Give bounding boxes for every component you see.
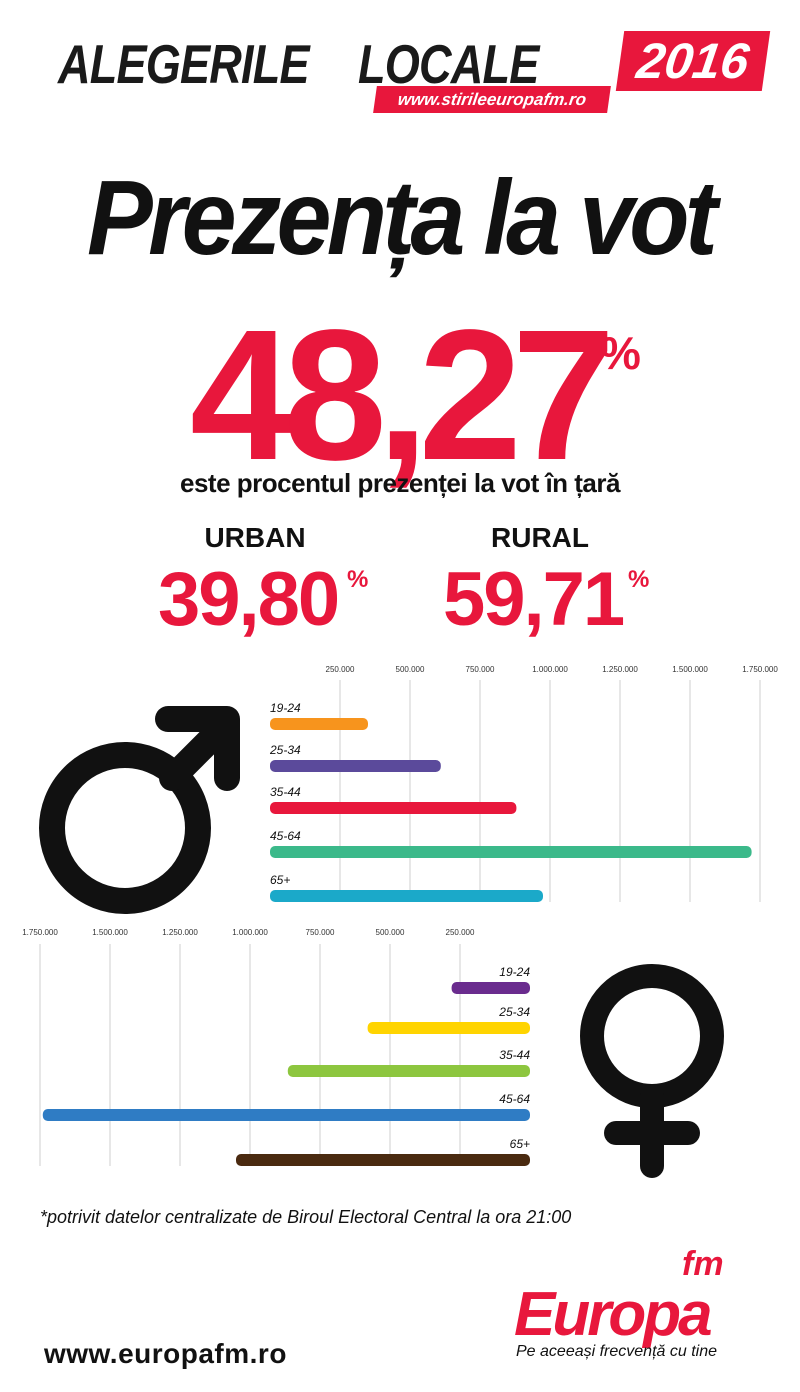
- brand-tagline: Pe aceeași frecvență cu tine: [516, 1343, 718, 1360]
- tick-label: 1.750.000: [742, 665, 778, 674]
- male-symbol-icon: [39, 706, 240, 914]
- rural-unit: %: [628, 566, 650, 593]
- category-label: 25-34: [498, 1005, 530, 1019]
- bar-female-65+: [236, 1154, 530, 1166]
- tick-label: 1.250.000: [162, 928, 198, 937]
- header-banner: ALEGERILE LOCALE 2016 www.stirileeuropaf…: [58, 28, 771, 118]
- tick-label: 750.000: [466, 665, 495, 674]
- brand-logo-fm: fm: [682, 1245, 724, 1283]
- header-title-word1: ALEGERILE: [58, 33, 310, 95]
- male-chart: 250.000 500.000 750.000 1.000.000 1.250.000 1…: [269, 665, 778, 902]
- urban-value: 39,80: [158, 557, 340, 642]
- bar-male-25-34: [270, 760, 441, 772]
- bar-male-65+: [270, 890, 543, 902]
- bar-female-19-24: [451, 982, 530, 994]
- bar-male-45-64: [270, 846, 752, 858]
- tick-label: 1.500.000: [672, 665, 708, 674]
- header-title-word2: LOCALE: [358, 33, 539, 95]
- female-symbol-icon: [580, 964, 724, 1178]
- footnote: *potrivit datelor centralizate de Biroul…: [40, 1207, 572, 1227]
- tick-label: 500.000: [396, 665, 425, 674]
- female-chart: 250.000 500.000 750.000 1.000.000 1.250.000 1…: [22, 928, 530, 1166]
- overall-turnout-unit: %: [600, 327, 641, 379]
- tick-label: 250.000: [326, 665, 355, 674]
- category-label: 45-64: [270, 829, 301, 843]
- tick-label: 1.000.000: [232, 928, 268, 937]
- overall-turnout-caption: este procentul prezenței la vot în țară: [180, 468, 620, 498]
- urban-label: URBAN: [204, 522, 306, 553]
- category-label: 35-44: [270, 785, 301, 799]
- bar-female-25-34: [367, 1022, 530, 1034]
- tick-label: 250.000: [446, 928, 475, 937]
- category-label: 35-44: [499, 1048, 530, 1062]
- category-label: 45-64: [499, 1092, 530, 1106]
- brand-logo: Europa: [514, 1280, 713, 1349]
- tick-label: 500.000: [376, 928, 405, 937]
- tick-label: 750.000: [306, 928, 335, 937]
- tick-label: 1.750.000: [22, 928, 58, 937]
- bar-male-35-44: [270, 802, 517, 814]
- bar-female-35-44: [287, 1065, 530, 1077]
- page-title: Prezența la vot: [86, 159, 718, 277]
- tick-label: 1.000.000: [532, 665, 568, 674]
- turnout-by-age-charts: 250.000 500.000 750.000 1.000.000 1.250.000 1…: [22, 665, 778, 1178]
- overall-turnout-value: 48,27: [190, 292, 615, 499]
- tick-label: 1.500.000: [92, 928, 128, 937]
- category-label: 65+: [270, 873, 290, 887]
- rural-value: 59,71: [443, 557, 625, 642]
- footer-site-link[interactable]: www.europafm.ro: [44, 1338, 287, 1369]
- tick-label: 1.250.000: [602, 665, 638, 674]
- category-label: 19-24: [499, 965, 530, 979]
- rural-label: RURAL: [491, 522, 589, 553]
- category-label: 65+: [510, 1137, 530, 1151]
- bar-female-45-64: [42, 1109, 531, 1121]
- bar-male-19-24: [270, 718, 368, 730]
- category-label: 19-24: [270, 701, 301, 715]
- category-label: 25-34: [269, 743, 301, 757]
- urban-unit: %: [347, 566, 369, 593]
